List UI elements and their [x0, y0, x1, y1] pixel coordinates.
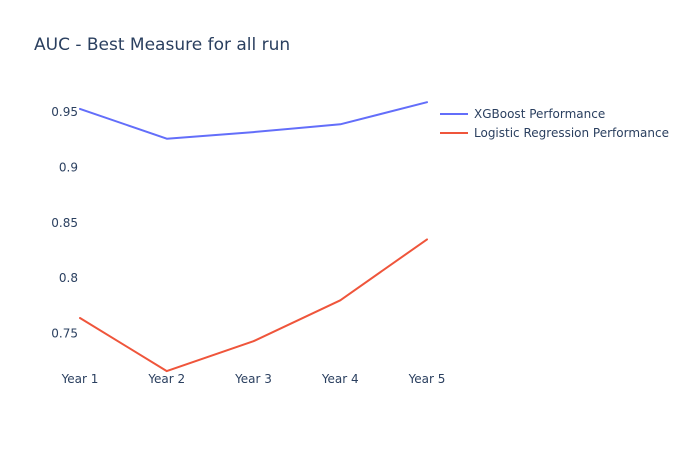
legend-label: XGBoost Performance: [474, 107, 605, 121]
legend-item[interactable]: XGBoost Performance: [440, 107, 605, 121]
y-axis: 0.75 0.8 0.85 0.9 0.95: [51, 105, 78, 340]
x-tick-label: Year 2: [147, 372, 185, 386]
x-axis: Year 1 Year 2 Year 3 Year 4 Year 5: [61, 372, 446, 386]
series-line-1[interactable]: [79, 238, 428, 373]
legend-item[interactable]: Logistic Regression Performance: [440, 126, 669, 140]
chart-title: AUC - Best Measure for all run: [34, 35, 290, 55]
legend-label: Logistic Regression Performance: [474, 126, 669, 140]
y-tick-label: 0.75: [51, 326, 78, 340]
x-tick-label: Year 5: [408, 372, 446, 386]
x-tick-label: Year 4: [321, 372, 359, 386]
plot-area: [79, 101, 428, 373]
x-tick-label: Year 3: [234, 372, 272, 386]
y-tick-label: 0.9: [59, 161, 78, 175]
legend[interactable]: XGBoost Performance Logistic Regression P…: [440, 107, 669, 140]
series-line-0[interactable]: [79, 101, 428, 140]
x-tick-label: Year 1: [61, 372, 99, 386]
y-tick-label: 0.85: [51, 216, 78, 230]
y-tick-label: 0.8: [59, 271, 78, 285]
y-tick-label: 0.95: [51, 105, 78, 119]
